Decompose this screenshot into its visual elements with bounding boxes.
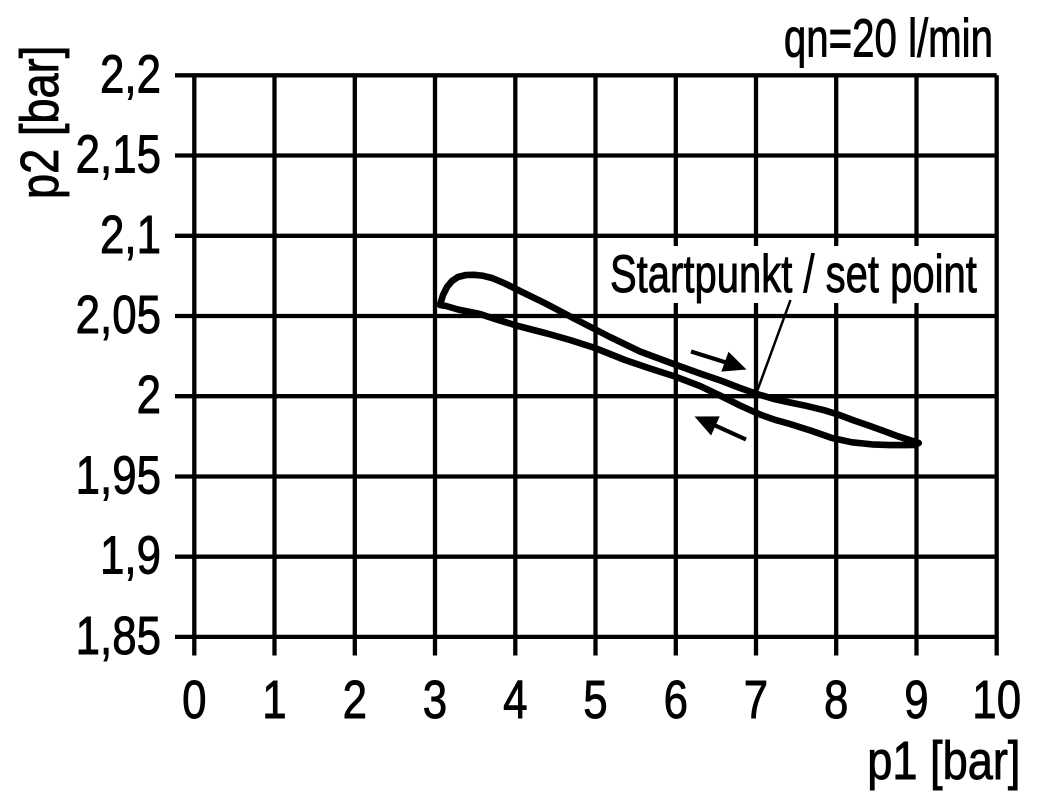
- svg-text:8: 8: [824, 671, 848, 730]
- svg-text:5: 5: [583, 671, 607, 730]
- svg-text:9: 9: [904, 671, 928, 730]
- svg-text:10: 10: [972, 671, 1021, 730]
- svg-text:1,95: 1,95: [76, 446, 161, 505]
- svg-text:2: 2: [343, 671, 367, 730]
- svg-text:1,9: 1,9: [100, 527, 161, 586]
- svg-text:Startpunkt / set point: Startpunkt / set point: [610, 243, 977, 303]
- svg-text:2,1: 2,1: [100, 206, 161, 265]
- svg-text:p1 [bar]: p1 [bar]: [867, 731, 1020, 790]
- svg-text:6: 6: [664, 671, 688, 730]
- svg-text:qn=20 l/min: qn=20 l/min: [784, 9, 993, 69]
- svg-text:2,2: 2,2: [100, 45, 161, 104]
- svg-text:7: 7: [744, 671, 768, 730]
- svg-text:2,05: 2,05: [76, 286, 161, 345]
- svg-text:3: 3: [423, 671, 447, 730]
- svg-text:1,85: 1,85: [76, 607, 161, 666]
- svg-text:2,15: 2,15: [76, 125, 161, 184]
- svg-text:0: 0: [182, 671, 206, 730]
- svg-text:1: 1: [262, 671, 286, 730]
- svg-text:4: 4: [503, 671, 527, 730]
- svg-text:2: 2: [137, 366, 161, 425]
- svg-text:p2 [bar]: p2 [bar]: [10, 46, 69, 199]
